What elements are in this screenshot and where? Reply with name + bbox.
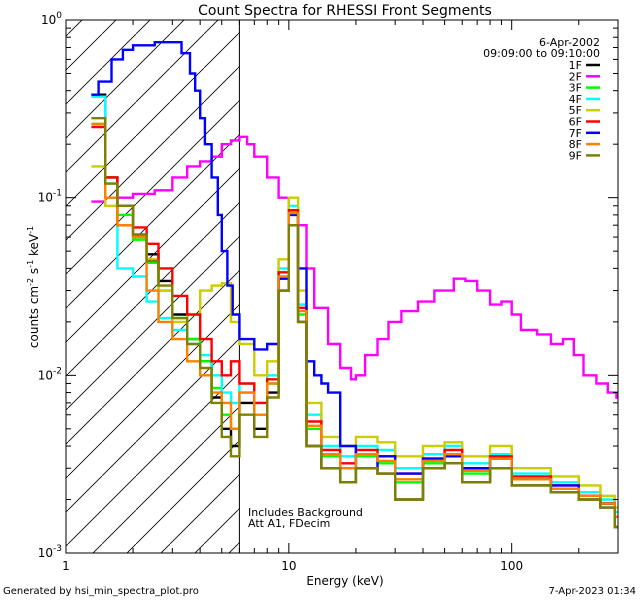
legend-label-7F: 7F	[569, 127, 582, 140]
y-tick-label: 10-1	[38, 189, 62, 205]
legend-label-6F: 6F	[569, 116, 582, 129]
plot-frame	[65, 19, 619, 554]
axis-ticks: 1 10 100 10-3 10-2 10-1 100	[38, 11, 619, 573]
footer-generated-by: Generated by hsi_min_spectra_plot.pro	[3, 586, 199, 597]
x-axis-label: Energy (keV)	[306, 574, 383, 588]
legend: 6-Apr-2002 09:09:00 to 09:10:00 1F2F3F4F…	[483, 36, 600, 162]
y-tick-label: 10-3	[38, 544, 62, 560]
legend-label-1F: 1F	[569, 59, 582, 72]
legend-label-2F: 2F	[569, 70, 582, 83]
annotation-background: Includes Background	[248, 506, 363, 519]
legend-label-8F: 8F	[569, 138, 582, 151]
series-9F	[91, 117, 618, 529]
y-tick-label: 100	[41, 11, 62, 27]
x-tick-label: 100	[500, 559, 523, 573]
legend-date: 6-Apr-2002	[539, 36, 600, 49]
x-tick-label: 1	[62, 559, 70, 573]
footer-date: 7-Apr-2023 01:34	[549, 586, 636, 597]
legend-time-range: 09:09:00 to 09:10:00	[483, 47, 600, 60]
series-6F	[91, 125, 618, 518]
y-axis-label: counts cm-2 s-1 keV-1	[26, 226, 41, 348]
legend-label-5F: 5F	[569, 104, 582, 117]
y-tick-label: 10-2	[38, 366, 62, 382]
series-8F	[91, 122, 618, 518]
legend-label-9F: 9F	[569, 149, 582, 162]
legend-label-3F: 3F	[569, 82, 582, 95]
x-tick-label: 10	[281, 559, 296, 573]
series-4F	[91, 95, 618, 514]
annotation-attenuator: Att A1, FDecim	[248, 517, 330, 530]
legend-label-4F: 4F	[569, 93, 582, 106]
chart-title: Count Spectra for RHESSI Front Segments	[198, 3, 492, 19]
series-5F	[91, 165, 618, 509]
series-layer	[91, 41, 618, 529]
